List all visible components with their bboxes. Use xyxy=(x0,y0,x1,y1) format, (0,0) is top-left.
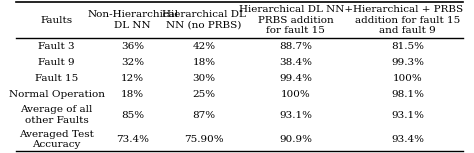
Text: Normal Operation: Normal Operation xyxy=(9,90,105,99)
Text: 38.4%: 38.4% xyxy=(279,58,312,67)
Text: Average of all
other Faults: Average of all other Faults xyxy=(20,105,93,125)
Text: 98.1%: 98.1% xyxy=(391,90,424,99)
Text: 93.4%: 93.4% xyxy=(391,135,424,144)
Text: Non-Hierarchical
DL NN: Non-Hierarchical DL NN xyxy=(87,10,178,30)
Text: 87%: 87% xyxy=(192,111,216,119)
Text: 42%: 42% xyxy=(192,42,216,51)
Text: 36%: 36% xyxy=(121,42,144,51)
Text: 18%: 18% xyxy=(192,58,216,67)
Text: 81.5%: 81.5% xyxy=(391,42,424,51)
Text: 18%: 18% xyxy=(121,90,144,99)
Text: 100%: 100% xyxy=(392,74,422,83)
Text: Faults: Faults xyxy=(40,16,73,25)
Text: 25%: 25% xyxy=(192,90,216,99)
Text: Hierarchical + PRBS
addition for fault 15
and fault 9: Hierarchical + PRBS addition for fault 1… xyxy=(353,5,463,35)
Text: 30%: 30% xyxy=(192,74,216,83)
Text: 99.4%: 99.4% xyxy=(279,74,312,83)
Text: 32%: 32% xyxy=(121,58,144,67)
Text: 75.90%: 75.90% xyxy=(184,135,224,144)
Text: Fault 15: Fault 15 xyxy=(35,74,78,83)
Text: 100%: 100% xyxy=(281,90,310,99)
Text: 85%: 85% xyxy=(121,111,144,119)
Text: Fault 3: Fault 3 xyxy=(38,42,75,51)
Text: 73.4%: 73.4% xyxy=(116,135,149,144)
Text: Hierarchical DL NN+
PRBS addition
for fault 15: Hierarchical DL NN+ PRBS addition for fa… xyxy=(239,5,353,35)
Text: 90.9%: 90.9% xyxy=(279,135,312,144)
Text: 93.1%: 93.1% xyxy=(279,111,312,119)
Text: 93.1%: 93.1% xyxy=(391,111,424,119)
Text: 12%: 12% xyxy=(121,74,144,83)
Text: 88.7%: 88.7% xyxy=(279,42,312,51)
Text: Hierarchical DL
NN (no PRBS): Hierarchical DL NN (no PRBS) xyxy=(162,10,246,30)
Text: 99.3%: 99.3% xyxy=(391,58,424,67)
Text: Averaged Test
Accuracy: Averaged Test Accuracy xyxy=(19,130,94,149)
Text: Fault 9: Fault 9 xyxy=(38,58,75,67)
